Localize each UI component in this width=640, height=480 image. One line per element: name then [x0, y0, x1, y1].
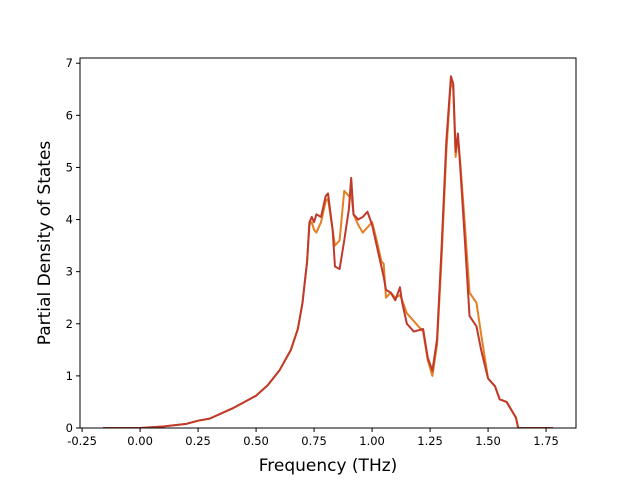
- y-tick-label: 1: [66, 369, 73, 383]
- plot-frame: [79, 57, 577, 429]
- y-tick-label: 6: [66, 108, 73, 122]
- x-tick-label: 1.25: [417, 434, 443, 448]
- x-tick-label: 1.75: [533, 434, 559, 448]
- series-line: [102, 77, 554, 428]
- y-tick-label: 0: [66, 421, 73, 435]
- x-tick-label: 0.25: [185, 434, 211, 448]
- x-tick-label: 0.75: [301, 434, 327, 448]
- x-tick-label: -0.25: [67, 434, 97, 448]
- x-axis-label: Frequency (THz): [259, 456, 398, 476]
- y-tick-label: 5: [66, 160, 73, 174]
- y-tick-label: 4: [66, 213, 73, 227]
- y-tick-label: 7: [66, 56, 73, 70]
- x-tick-label: 0.50: [243, 434, 269, 448]
- y-tick-label: 2: [66, 317, 73, 331]
- y-axis-label: Partial Density of States: [35, 141, 55, 346]
- x-tick-label: 1.00: [359, 434, 385, 448]
- series-line: [102, 75, 554, 428]
- x-tick-label: 0.00: [127, 434, 153, 448]
- x-tick-label: 1.50: [475, 434, 501, 448]
- y-tick-label: 3: [66, 265, 73, 279]
